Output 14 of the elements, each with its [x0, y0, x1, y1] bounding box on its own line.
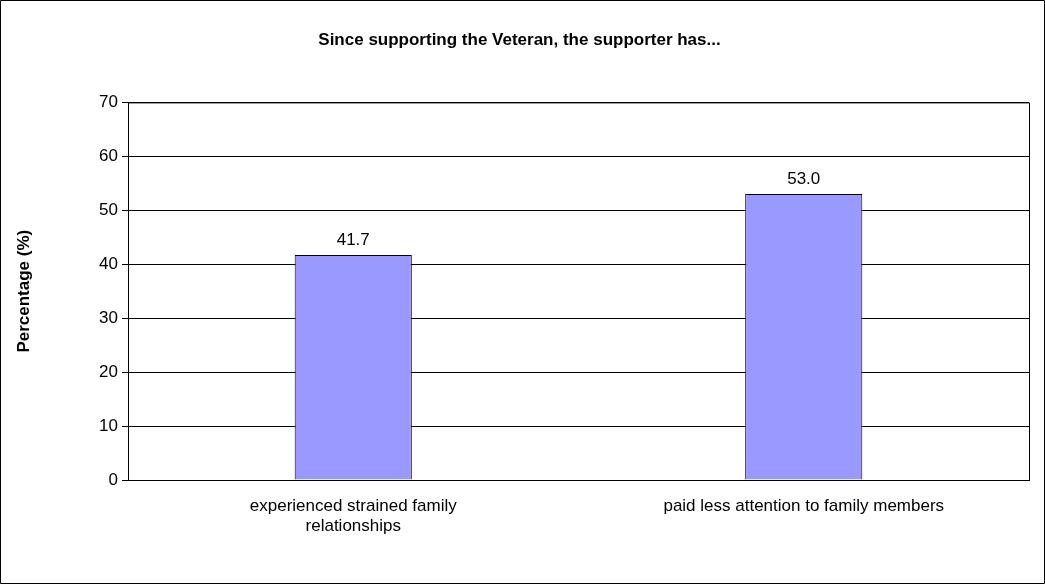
y-tick-label: 70: [99, 92, 118, 112]
x-tick-label: experienced strained family relationships: [249, 495, 458, 536]
y-tick-label: 20: [99, 361, 118, 381]
y-tick-label: 40: [99, 253, 118, 273]
y-tick-label: 10: [99, 415, 118, 435]
y-tick-label: 50: [99, 199, 118, 219]
chart-title: Since supporting the Veteran, the supporter has...: [318, 29, 721, 49]
y-tick-label: 0: [108, 469, 118, 489]
y-tick-label: 30: [99, 307, 118, 327]
x-tick-label: paid less attention to family members: [663, 495, 945, 515]
data-label: 41.7: [336, 230, 370, 250]
y-axis-title: Percentage (%): [13, 229, 33, 353]
data-label: 53.0: [787, 169, 821, 189]
y-tick-label: 60: [99, 146, 118, 166]
